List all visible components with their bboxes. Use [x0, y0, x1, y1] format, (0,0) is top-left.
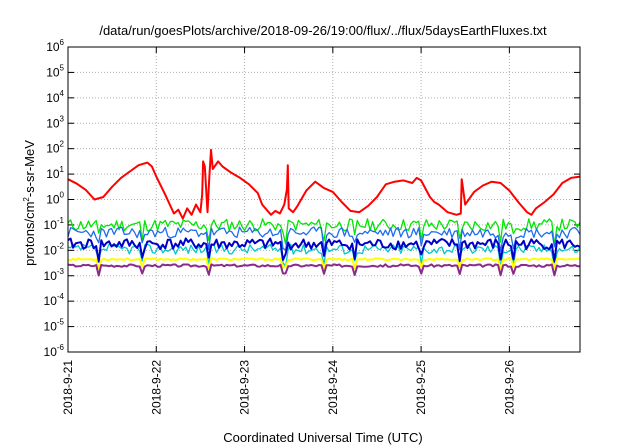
y-tick-exponent: -3	[57, 267, 65, 276]
y-axis-label-sup: 2	[22, 197, 31, 202]
y-tick-base: 10	[44, 345, 58, 359]
grid	[68, 47, 580, 352]
y-tick-label: 103	[46, 114, 64, 130]
y-tick-label: 10-2	[44, 241, 65, 257]
y-tick-exponent: 3	[60, 114, 65, 123]
x-tick-label: 2018-9-25	[414, 360, 428, 415]
y-tick-exponent: 1	[60, 165, 65, 174]
y-tick-base: 10	[46, 91, 60, 105]
series-line-5	[67, 237, 581, 263]
y-tick-label: 100	[46, 191, 64, 207]
y-tick-exponent: -1	[57, 216, 65, 225]
y-axis-label-rest: -s-sr-MeV	[22, 140, 37, 197]
y-tick-base: 10	[46, 193, 60, 207]
x-tick-label: 2018-9-26	[502, 360, 516, 415]
x-tick-label: 2018-9-24	[326, 360, 340, 415]
y-tick-base: 10	[46, 116, 60, 130]
y-tick-exponent: -5	[57, 318, 65, 327]
series-line-7	[67, 263, 581, 277]
plot-frame	[67, 46, 581, 353]
series-group	[67, 148, 581, 277]
series-line-1	[67, 148, 581, 220]
y-tick-base: 10	[46, 65, 60, 79]
chart-title: /data/run/goesPlots/archive/2018-09-26/1…	[99, 23, 547, 38]
y-tick-exponent: 0	[60, 191, 65, 200]
y-tick-base: 10	[44, 269, 58, 283]
y-tick-exponent: 4	[60, 89, 65, 98]
y-tick-label: 10-3	[44, 267, 65, 283]
y-tick-base: 10	[46, 40, 60, 54]
y-tick-label: 106	[46, 38, 64, 54]
series-line-6	[67, 257, 581, 270]
y-tick-label: 104	[46, 89, 64, 105]
y-tick-label: 102	[46, 140, 64, 156]
y-tick-base: 10	[44, 218, 58, 232]
x-axis: 2018-9-21 2018-9-22 2018-9-23 2018-9-24 2018…	[61, 47, 516, 415]
y-tick-exponent: -6	[57, 343, 65, 352]
series-line-4	[67, 243, 581, 269]
y-tick-label: 10-1	[44, 216, 65, 232]
y-tick-label: 101	[46, 165, 64, 181]
y-axis-label: protons/cm2-s-sr-MeV	[22, 140, 37, 266]
series-line-2	[67, 218, 581, 246]
y-tick-base: 10	[46, 167, 60, 181]
y-tick-base: 10	[44, 243, 58, 257]
x-axis-label: Coordinated Universal Time (UTC)	[223, 430, 422, 445]
y-tick-exponent: 6	[60, 38, 65, 47]
y-tick-exponent: 5	[60, 63, 65, 72]
y-tick-base: 10	[44, 320, 58, 334]
y-axis-label-base: protons/cm	[22, 202, 37, 266]
y-tick-base: 10	[46, 142, 60, 156]
x-tick-label: 2018-9-22	[149, 360, 163, 415]
y-tick-label: 105	[46, 63, 64, 79]
y-tick-exponent: -4	[57, 292, 65, 301]
y-tick-exponent: 2	[60, 140, 65, 149]
x-tick-label: 2018-9-21	[61, 360, 75, 415]
y-tick-base: 10	[44, 294, 58, 308]
y-tick-label: 10-6	[44, 343, 65, 359]
x-tick-label: 2018-9-23	[238, 360, 252, 415]
y-tick-exponent: -2	[57, 241, 65, 250]
y-tick-label: 10-4	[44, 292, 65, 308]
y-axis: 10610510410310210110010-110-210-310-410-…	[44, 38, 580, 359]
y-tick-label: 10-5	[44, 318, 65, 334]
